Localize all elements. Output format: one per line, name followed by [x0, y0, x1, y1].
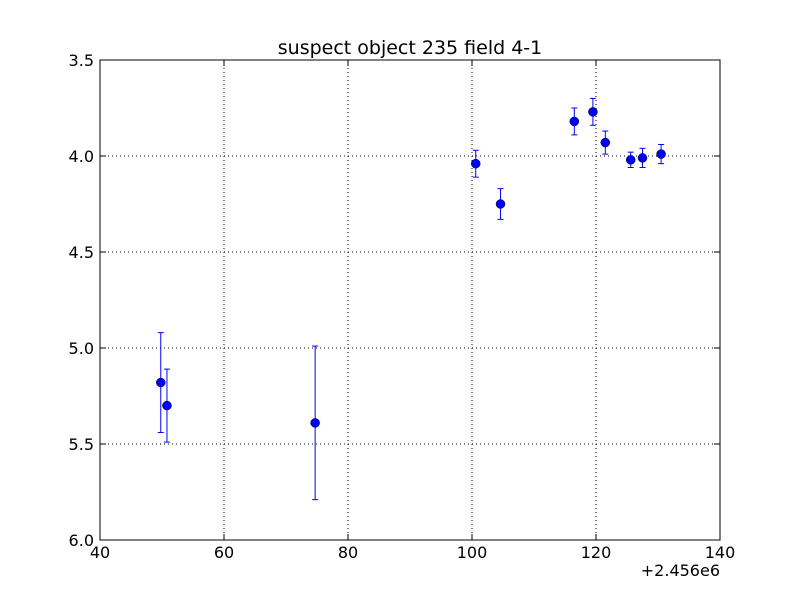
data-point	[588, 107, 598, 117]
x-tick-label: 60	[214, 543, 234, 562]
y-tick-label: 5.5	[69, 435, 94, 454]
y-tick-label: 3.5	[69, 51, 94, 70]
x-offset-label: +2.456e6	[641, 561, 720, 580]
data-point	[569, 116, 580, 127]
x-tick-label: 120	[581, 543, 612, 562]
data-point	[600, 137, 611, 148]
x-tick-label: 80	[338, 543, 358, 562]
data-point	[495, 199, 506, 209]
plot-area-frame	[99, 59, 721, 541]
data-point	[156, 377, 166, 388]
y-tick-label: 6.0	[69, 531, 94, 550]
chart-title: suspect object 235 field 4-1	[278, 37, 543, 59]
data-point	[470, 158, 481, 169]
x-tick-label: 40	[90, 543, 110, 562]
x-tick-label: 140	[705, 543, 736, 562]
data-point	[637, 153, 648, 163]
data-point	[656, 149, 666, 159]
y-tick-labels: 3.5 4.0 4.5 5.0 5.5 6.0	[69, 51, 94, 550]
x-tick-label: 100	[457, 543, 488, 562]
data-point	[310, 418, 320, 428]
data-points	[156, 107, 666, 428]
data-point	[625, 155, 636, 165]
y-tick-label: 4.5	[69, 243, 94, 262]
grid	[100, 60, 720, 540]
y-tick-label: 5.0	[69, 339, 94, 358]
data-point	[162, 400, 172, 411]
y-tick-label: 4.0	[69, 147, 94, 166]
x-tick-labels: 40 60 80 100 120 140	[90, 543, 735, 562]
axis-ticks	[99, 59, 721, 541]
